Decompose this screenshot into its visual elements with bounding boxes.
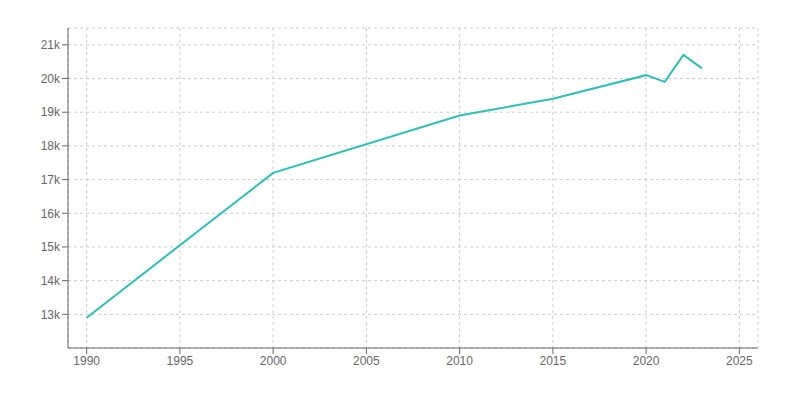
svg-text:21k: 21k [41,38,61,52]
svg-text:2015: 2015 [540,354,567,368]
svg-text:19k: 19k [41,105,61,119]
svg-text:2020: 2020 [633,354,660,368]
svg-text:1995: 1995 [167,354,194,368]
svg-text:2025: 2025 [726,354,753,368]
svg-text:2010: 2010 [446,354,473,368]
svg-text:17k: 17k [41,173,61,187]
svg-text:18k: 18k [41,139,61,153]
svg-text:1990: 1990 [73,354,100,368]
svg-text:13k: 13k [41,308,61,322]
svg-text:16k: 16k [41,207,61,221]
svg-text:14k: 14k [41,274,61,288]
svg-text:2000: 2000 [260,354,287,368]
svg-text:15k: 15k [41,240,61,254]
svg-text:20k: 20k [41,72,61,86]
svg-text:2005: 2005 [353,354,380,368]
